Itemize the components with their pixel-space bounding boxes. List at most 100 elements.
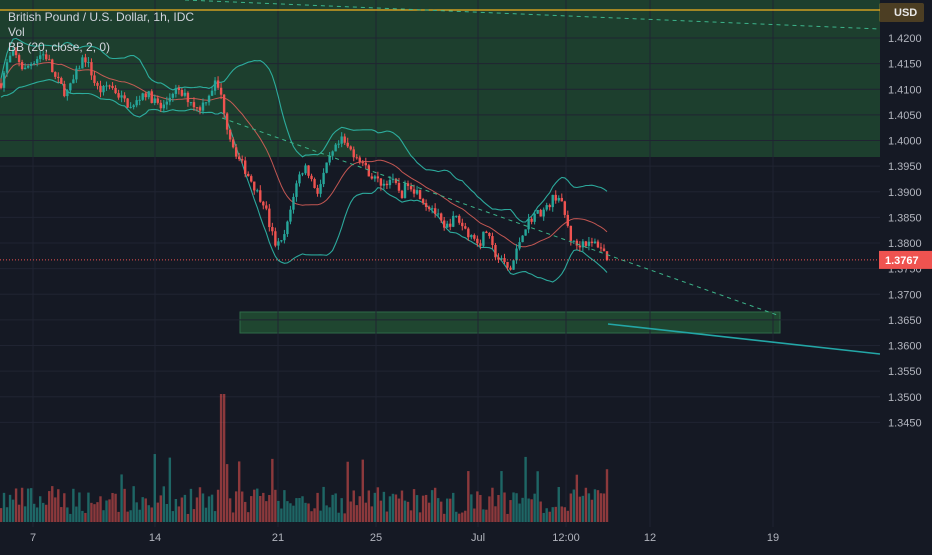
candle-body-52[interactable]	[156, 98, 159, 103]
candle-body-185[interactable]	[557, 197, 560, 201]
candle-body-19[interactable]	[57, 76, 60, 79]
candle-body-114[interactable]	[343, 136, 346, 143]
candle-body-73[interactable]	[219, 87, 223, 95]
candle-body-131[interactable]	[394, 178, 398, 183]
candle-body-5[interactable]	[14, 50, 18, 56]
candle-body-76[interactable]	[228, 129, 232, 140]
candle-body-192[interactable]	[578, 245, 582, 248]
candle-body-176[interactable]	[530, 218, 533, 222]
candle-body-127[interactable]	[382, 183, 386, 186]
candle-body-175[interactable]	[527, 218, 530, 230]
candle-body-158[interactable]	[476, 238, 479, 244]
candle-body-39[interactable]	[117, 93, 120, 98]
candle-body-146[interactable]	[439, 213, 443, 221]
candle-body-181[interactable]	[545, 205, 548, 210]
candle-body-45[interactable]	[135, 100, 138, 106]
candle-body-123[interactable]	[370, 176, 374, 179]
candle-body-195[interactable]	[587, 241, 591, 246]
candle-body-136[interactable]	[409, 186, 413, 190]
time-axis-panel[interactable]	[0, 527, 880, 550]
candle-body-25[interactable]	[75, 68, 78, 80]
candle-body-162[interactable]	[488, 232, 491, 237]
candle-body-77[interactable]	[231, 139, 235, 148]
candle-body-72[interactable]	[216, 80, 220, 88]
candle-body-11[interactable]	[32, 63, 36, 65]
bollinger-lower-band[interactable]	[0, 79, 608, 283]
candle-body-50[interactable]	[150, 91, 153, 103]
candle-body-186[interactable]	[560, 197, 563, 202]
candle-body-89[interactable]	[268, 208, 271, 228]
candle-body-78[interactable]	[234, 147, 238, 157]
candle-body-15[interactable]	[45, 54, 48, 60]
candle-body-144[interactable]	[433, 208, 437, 214]
candle-body-103[interactable]	[310, 175, 313, 180]
candle-body-85[interactable]	[256, 190, 259, 192]
candle-body-29[interactable]	[87, 62, 90, 64]
candle-body-124[interactable]	[373, 176, 377, 179]
candle-body-116[interactable]	[349, 146, 352, 150]
candle-body-41[interactable]	[123, 95, 126, 99]
candle-body-94[interactable]	[283, 234, 286, 241]
candle-body-130[interactable]	[391, 178, 395, 180]
candle-body-55[interactable]	[165, 101, 169, 105]
candle-body-110[interactable]	[331, 151, 334, 156]
candle-body-35[interactable]	[105, 85, 108, 87]
candle-body-197[interactable]	[593, 241, 597, 244]
currency-badge-background[interactable]	[879, 3, 924, 22]
candle-body-47[interactable]	[141, 93, 144, 100]
candle-body-187[interactable]	[563, 201, 566, 215]
candle-body-24[interactable]	[72, 79, 75, 84]
candle-body-58[interactable]	[174, 88, 178, 94]
candle-body-74[interactable]	[222, 94, 226, 114]
candle-body-198[interactable]	[596, 241, 600, 248]
upper-supply-zone[interactable]	[0, 0, 880, 157]
candle-body-32[interactable]	[96, 82, 99, 86]
candle-body-145[interactable]	[436, 213, 440, 215]
candle-body-142[interactable]	[427, 206, 431, 209]
candle-body-6[interactable]	[17, 55, 21, 63]
candle-body-159[interactable]	[479, 243, 482, 246]
candle-body-108[interactable]	[325, 162, 328, 173]
candle-body-133[interactable]	[400, 190, 404, 198]
candle-body-8[interactable]	[23, 67, 27, 70]
candle-body-168[interactable]	[506, 261, 509, 268]
candle-body-191[interactable]	[575, 240, 579, 246]
candle-body-21[interactable]	[63, 83, 66, 97]
candle-body-67[interactable]	[201, 102, 205, 111]
candle-body-100[interactable]	[301, 173, 304, 175]
candle-body-104[interactable]	[313, 179, 316, 188]
candle-body-99[interactable]	[298, 174, 301, 184]
candle-body-59[interactable]	[177, 88, 181, 90]
candle-body-38[interactable]	[114, 87, 117, 94]
candle-body-97[interactable]	[292, 196, 295, 210]
candle-body-95[interactable]	[286, 221, 289, 235]
candle-body-27[interactable]	[81, 57, 84, 69]
candle-body-34[interactable]	[102, 86, 105, 93]
candle-body-87[interactable]	[262, 201, 265, 206]
candle-body-117[interactable]	[352, 149, 355, 158]
candle-body-75[interactable]	[225, 113, 229, 130]
candle-body-109[interactable]	[328, 155, 331, 163]
candle-body-82[interactable]	[247, 173, 250, 177]
candle-body-54[interactable]	[162, 104, 166, 109]
candle-body-88[interactable]	[265, 205, 268, 209]
legend-bollinger[interactable]: BB (20, close, 2, 0)	[8, 40, 111, 54]
candle-body-2[interactable]	[5, 62, 9, 73]
candle-body-61[interactable]	[183, 92, 187, 96]
candle-body-121[interactable]	[364, 162, 368, 166]
candle-body-171[interactable]	[515, 248, 518, 261]
candle-body-112[interactable]	[337, 143, 340, 145]
candle-body-60[interactable]	[180, 89, 184, 96]
candle-body-63[interactable]	[189, 102, 193, 104]
candle-body-42[interactable]	[126, 98, 129, 108]
candle-body-71[interactable]	[213, 80, 217, 91]
candle-body-84[interactable]	[253, 181, 256, 191]
bollinger-basis[interactable]	[0, 61, 608, 248]
candle-body-17[interactable]	[51, 59, 54, 73]
candle-body-201[interactable]	[605, 251, 609, 260]
candle-body-199[interactable]	[599, 247, 603, 249]
candle-body-10[interactable]	[29, 63, 33, 66]
candle-body-119[interactable]	[358, 157, 361, 163]
candle-body-125[interactable]	[376, 176, 380, 179]
